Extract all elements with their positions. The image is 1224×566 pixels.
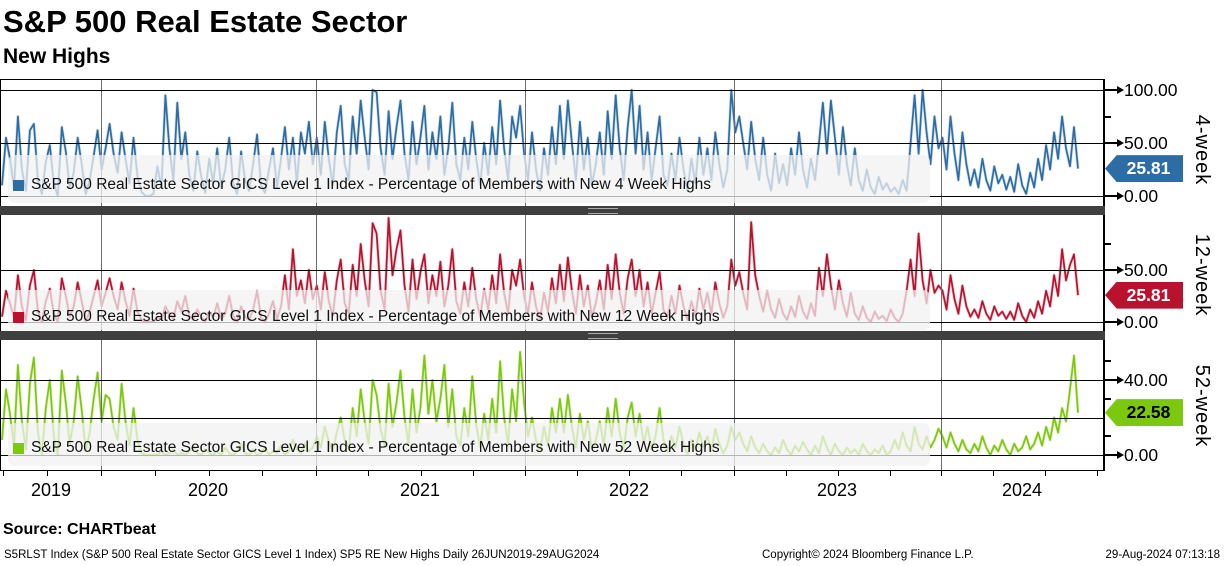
- x-axis-tick: [262, 470, 263, 476]
- x-axis-tick: [473, 470, 474, 476]
- axis-minor-tick: [1104, 243, 1111, 245]
- legend-label-52week: S&P 500 Real Estate Sector GICS Level 1 …: [31, 439, 720, 456]
- plot-frame-top: [0, 79, 1105, 80]
- panel-divider-1[interactable]: [0, 206, 1105, 215]
- year-gridline: [101, 79, 102, 470]
- x-axis-tick: [1045, 470, 1046, 476]
- last-value-badge-52week: 22.58: [1105, 399, 1183, 427]
- legend-item-52week[interactable]: S&P 500 Real Estate Sector GICS Level 1 …: [13, 439, 720, 457]
- x-axis-tick: [838, 470, 839, 476]
- axis-tick-label: 100.00: [1124, 80, 1178, 100]
- chart-title: S&P 500 Real Estate Sector: [3, 4, 408, 39]
- x-axis-tick: [421, 470, 422, 476]
- x-axis-year-label: 2020: [187, 480, 229, 500]
- axis-minor-tick: [1104, 360, 1111, 363]
- value-gridline: [1, 270, 1104, 271]
- chart-subtitle: New Highs: [3, 45, 111, 68]
- plot-frame-left: [0, 79, 1, 470]
- axis-tick-arrow-icon: [1104, 451, 1124, 459]
- x-axis-tick: [47, 470, 48, 476]
- x-axis-tick: [577, 470, 578, 476]
- x-axis-tick: [525, 470, 526, 476]
- footer-timestamp: 29-Aug-2024 07:13:18: [1105, 549, 1220, 561]
- value-gridline: [1, 143, 1104, 144]
- x-axis-year-label: 2024: [1001, 480, 1043, 500]
- x-axis-tick: [3, 470, 4, 476]
- legend-item-4week[interactable]: S&P 500 Real Estate Sector GICS Level 1 …: [13, 176, 711, 194]
- plot-frame-bottom: [0, 470, 1105, 471]
- x-axis-tick: [101, 470, 102, 476]
- legend-swatch-12week: [13, 311, 24, 323]
- x-axis-tick: [368, 470, 369, 476]
- value-gridline: [1, 380, 1104, 381]
- axis-tick-label: 0.00: [1124, 186, 1159, 206]
- x-axis-tick: [209, 470, 210, 476]
- axis-tick-label: 0.00: [1124, 312, 1159, 332]
- axis-minor-tick: [1104, 435, 1111, 438]
- x-axis-tick: [629, 470, 630, 476]
- axis-tick-label: 50.00: [1124, 260, 1168, 280]
- year-gridline: [316, 79, 317, 470]
- x-axis-tick: [941, 470, 942, 476]
- panel-axis-title-4week: 4-week: [1191, 114, 1213, 186]
- axis-minor-tick: [1104, 397, 1111, 400]
- axis-tick-label: 40.00: [1124, 370, 1168, 390]
- legend-label-4week: S&P 500 Real Estate Sector GICS Level 1 …: [31, 176, 712, 193]
- legend-background: [8, 155, 930, 203]
- x-axis-tick: [155, 470, 156, 476]
- x-axis-year-label: 2022: [608, 480, 650, 500]
- x-axis-tick: [786, 470, 787, 476]
- year-gridline: [941, 79, 942, 470]
- panel-axis-title-52week: 52-week: [1191, 364, 1213, 448]
- panel-axis-title-12week: 12-week: [1191, 233, 1213, 317]
- year-gridline: [734, 79, 735, 470]
- axis-tick-arrow-icon: [1104, 192, 1124, 200]
- axis-tick-arrow-icon: [1104, 266, 1124, 274]
- x-axis-tick: [1097, 470, 1098, 476]
- last-value-badge-4week: 25.81: [1105, 155, 1183, 183]
- plot-frame-right-axis: [1103, 79, 1105, 471]
- x-axis-tick: [734, 470, 735, 476]
- x-axis-year-label: 2019: [30, 480, 72, 500]
- x-axis-tick: [993, 470, 994, 476]
- legend-background: [8, 290, 930, 330]
- footer-security-info: S5RLST Index (S&P 500 Real Estate Sector…: [4, 549, 600, 561]
- divider-grip-icon[interactable]: [588, 333, 618, 339]
- axis-tick-arrow-icon: [1104, 86, 1124, 94]
- panel-divider-2[interactable]: [0, 331, 1105, 340]
- year-gridline: [525, 79, 526, 470]
- x-axis-year-label: 2023: [816, 480, 858, 500]
- x-axis-tick: [681, 470, 682, 476]
- divider-grip-icon[interactable]: [588, 208, 618, 214]
- axis-minor-tick: [1104, 115, 1111, 118]
- source-label: Source: CHARTbeat: [3, 521, 156, 538]
- axis-tick-arrow-icon: [1104, 139, 1124, 147]
- legend-swatch-4week: [13, 179, 24, 191]
- legend-background: [8, 423, 930, 466]
- legend-label-12week: S&P 500 Real Estate Sector GICS Level 1 …: [31, 308, 720, 325]
- value-gridline: [1, 90, 1104, 91]
- value-gridline: [1, 418, 1104, 419]
- legend-item-12week[interactable]: S&P 500 Real Estate Sector GICS Level 1 …: [13, 308, 720, 326]
- footer-copyright: Copyright© 2024 Bloomberg Finance L.P.: [762, 549, 974, 561]
- axis-tick-label: 0.00: [1124, 445, 1159, 465]
- x-axis-tick: [890, 470, 891, 476]
- x-axis-year-label: 2021: [399, 480, 441, 500]
- x-axis-tick: [316, 470, 317, 476]
- legend-swatch-52week: [13, 442, 24, 454]
- axis-tick-arrow-icon: [1104, 376, 1124, 384]
- axis-tick-arrow-icon: [1104, 318, 1124, 326]
- axis-tick-label: 50.00: [1124, 133, 1168, 153]
- last-value-badge-12week: 25.81: [1105, 281, 1183, 309]
